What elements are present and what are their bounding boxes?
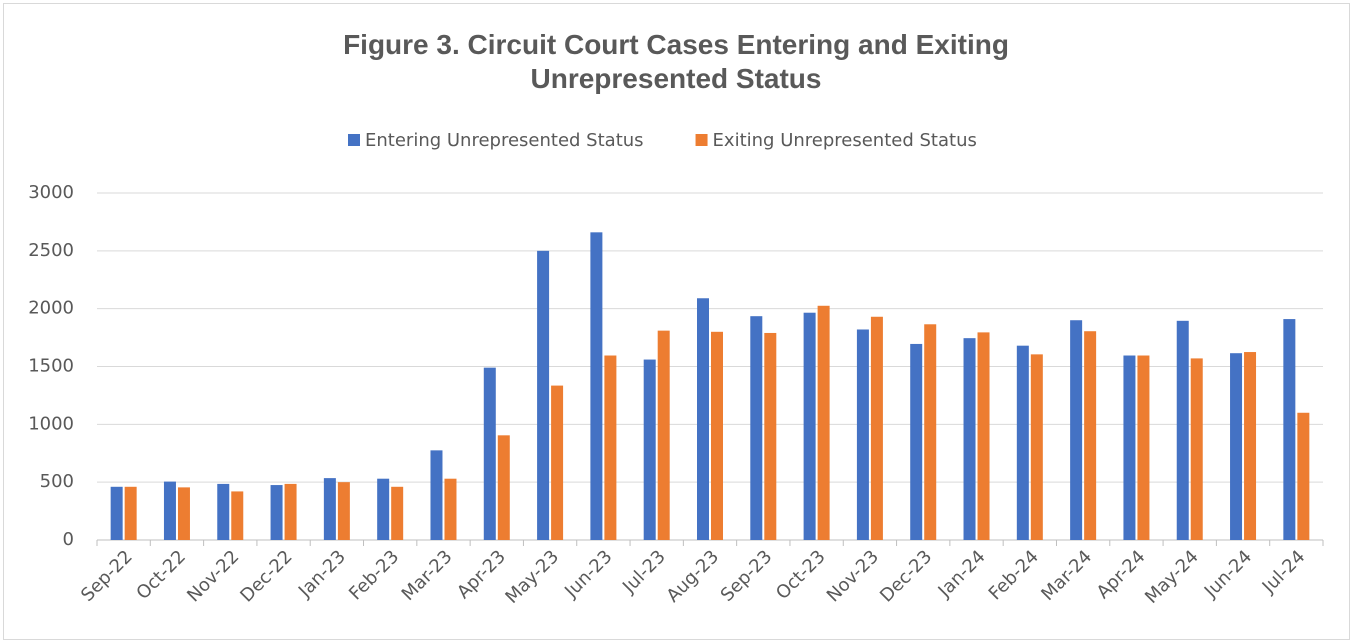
bar — [483, 367, 496, 540]
y-tick-label: 1000 — [28, 413, 74, 434]
legend-swatch — [348, 134, 360, 146]
legend-swatch — [695, 134, 708, 146]
bar — [817, 305, 830, 540]
bar — [803, 312, 816, 540]
bar — [444, 478, 457, 540]
y-tick-label: 0 — [63, 529, 74, 550]
chart-border — [3, 3, 1350, 640]
bar — [337, 482, 350, 540]
bar — [551, 385, 564, 540]
bar — [1123, 355, 1136, 540]
bar — [910, 343, 923, 540]
y-tick-label: 1500 — [28, 356, 74, 377]
bar — [124, 486, 137, 540]
bar — [750, 316, 763, 540]
bar — [497, 435, 510, 540]
bar — [643, 359, 656, 540]
y-tick-label: 3000 — [28, 182, 74, 203]
bar — [1070, 320, 1083, 540]
bar — [1176, 320, 1189, 540]
bar — [1137, 355, 1150, 540]
bar — [537, 250, 550, 541]
bar — [977, 332, 990, 540]
bar — [177, 487, 190, 540]
bar — [163, 481, 176, 540]
y-tick-label: 2500 — [28, 240, 74, 261]
bar — [1190, 358, 1203, 540]
bar — [217, 483, 230, 540]
bar — [1030, 354, 1043, 540]
bar — [1016, 345, 1029, 540]
bar — [963, 338, 976, 540]
bar — [657, 330, 670, 540]
bar — [604, 355, 617, 540]
bar — [430, 450, 443, 540]
bar — [323, 478, 336, 540]
bar — [1283, 319, 1296, 540]
bar — [924, 324, 937, 540]
bar — [377, 478, 390, 540]
bar — [1084, 331, 1097, 540]
bar — [270, 485, 283, 540]
y-tick-label: 2000 — [28, 298, 74, 319]
bar — [764, 332, 777, 540]
legend-label: Exiting Unrepresented Status — [713, 130, 977, 151]
bar — [110, 486, 123, 540]
bar — [711, 331, 723, 540]
bar — [391, 486, 404, 540]
bar — [1297, 412, 1310, 540]
bar — [590, 232, 603, 540]
chart-title: Figure 3. Circuit Court Cases Entering a… — [343, 29, 1009, 94]
bar — [231, 491, 244, 540]
bar — [284, 483, 297, 540]
legend-label: Entering Unrepresented Status — [365, 130, 644, 151]
bar — [697, 298, 709, 540]
bar — [856, 329, 869, 540]
bar — [1230, 353, 1243, 540]
bar — [870, 316, 883, 540]
y-tick-label: 500 — [40, 471, 74, 492]
bar — [1244, 352, 1257, 540]
